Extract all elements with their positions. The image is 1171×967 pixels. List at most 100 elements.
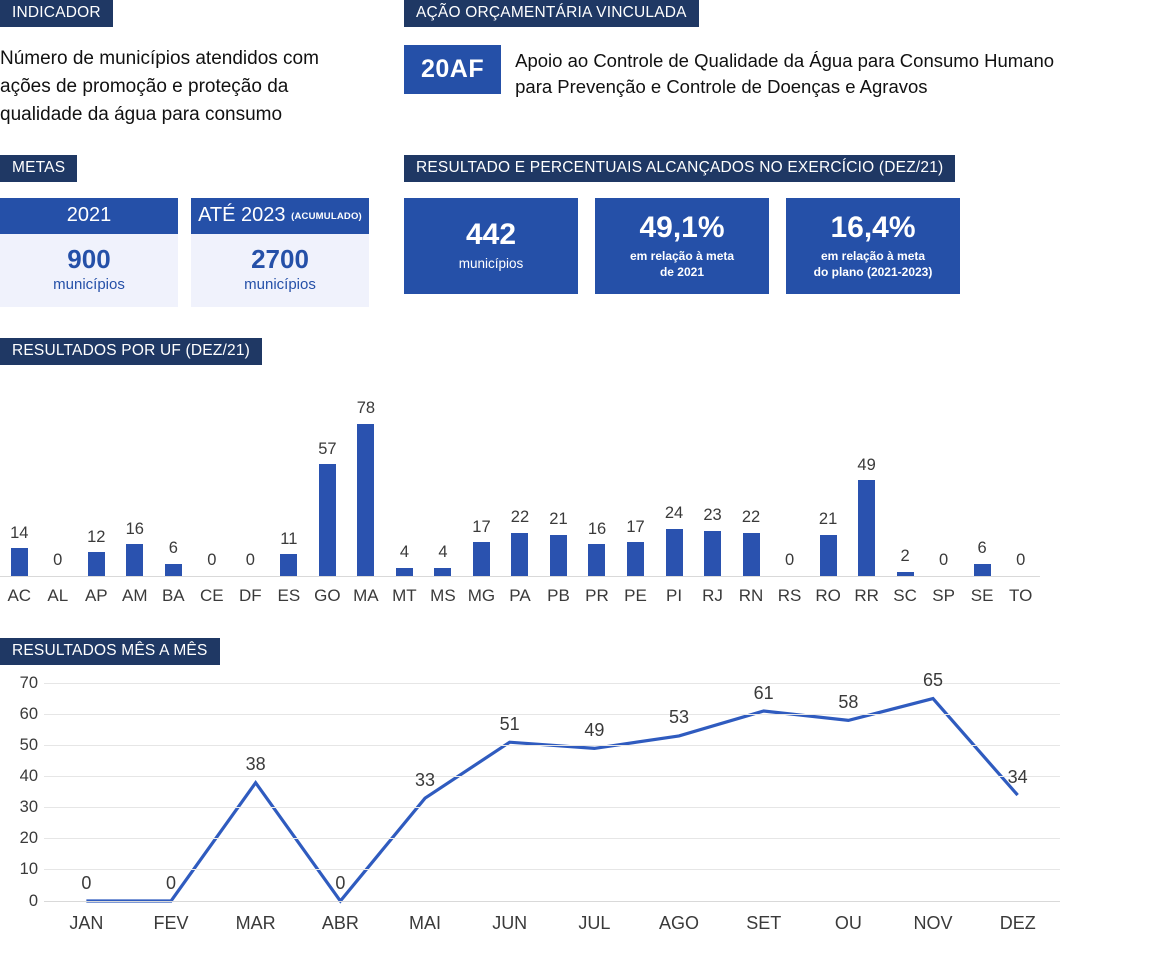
- uf-bar-column: 16: [116, 381, 155, 576]
- uf-bar-tick-label: GO: [314, 585, 341, 605]
- mes-line-svg: [44, 683, 1060, 901]
- mes-y-tick-label: 40: [19, 766, 38, 785]
- uf-bar-value-label: 6: [168, 539, 178, 558]
- mes-point-value-label: 61: [753, 682, 774, 703]
- resultado-caption: em relação à meta do plano (2021-2023): [814, 249, 933, 280]
- uf-bar-rect: [434, 567, 452, 576]
- uf-bar-rect: [395, 567, 413, 576]
- resultado-section-tag: RESULTADO E PERCENTUAIS ALCANÇADOS NO EX…: [404, 155, 956, 182]
- uf-bar-value-label: 21: [549, 510, 568, 529]
- mes-x-tick-label: NOV: [913, 912, 953, 933]
- resultado-caption: municípios: [458, 256, 524, 272]
- mes-gridline: [44, 838, 1060, 840]
- mes-y-axis: 0 10 20 30 40 50 60 70: [0, 674, 38, 908]
- meta-card-2021: 2021 900 municípios: [0, 197, 178, 307]
- uf-bar-column: 78: [347, 381, 386, 576]
- uf-bar-tick-label: SC: [893, 585, 917, 605]
- uf-bar-rect: [896, 571, 914, 576]
- mes-point-value-label: 0: [81, 872, 92, 893]
- meta-card-subtitle: (ACUMULADO): [291, 210, 362, 222]
- mes-gridline: [44, 869, 1060, 871]
- uf-bar-column: 22: [501, 381, 540, 576]
- uf-bar-rect: [742, 532, 760, 576]
- uf-bar-value-label: 57: [318, 439, 337, 458]
- mes-x-tick-label: SET: [746, 912, 782, 933]
- mes-gridline: [44, 900, 1060, 902]
- mes-y-tick-label: 60: [19, 704, 38, 723]
- uf-bar-rect: [627, 542, 644, 576]
- uf-bar-tick-label: RN: [738, 585, 764, 605]
- uf-bar-tick-label: PR: [585, 585, 609, 605]
- meta-card-header: ATÉ 2023 (ACUMULADO): [191, 197, 369, 234]
- mes-gridline: [44, 775, 1060, 777]
- uf-bar-column: 49: [847, 381, 886, 576]
- acao-section-tag: AÇÃO ORÇAMENTÁRIA VINCULADA: [404, 0, 699, 27]
- uf-bar-x-axis: AC AL AP AM BA CE DF ES GO MA MT MS MG PA PB PR PE PI RJ RN…: [0, 577, 1040, 606]
- resultado-card-municipios: 442 municípios: [404, 197, 578, 294]
- resultado-caption: em relação à meta de 2021: [630, 249, 734, 280]
- uf-bar-value-label: 11: [280, 529, 298, 548]
- uf-bar-rect: [318, 464, 336, 576]
- uf-bar-tick-label: MG: [467, 585, 496, 605]
- mes-y-tick-label: 30: [19, 797, 38, 816]
- mes-line-chart: 0 10 20 30 40 50 60 70 0 0 38 0 33 51 49 53 61 58 65 34 JA…: [0, 671, 1060, 938]
- mes-x-tick-label: JUN: [492, 912, 528, 933]
- uf-bar-tick-label: PE: [624, 585, 647, 605]
- uf-bar-column: 16: [578, 381, 617, 576]
- metas-cards: 2021 900 municípios ATÉ 2023 (ACUMULADO)…: [0, 197, 390, 307]
- mes-y-tick-label: 70: [19, 673, 38, 692]
- resultado-value: 49,1%: [639, 211, 725, 245]
- uf-bar-value-label: 12: [87, 527, 106, 546]
- uf-bar-value-label: 0: [784, 551, 795, 569]
- mes-point-value-label: 53: [668, 707, 690, 728]
- acao-body: 20AF Apoio ao Controle de Qualidade da Á…: [404, 44, 1104, 101]
- mes-x-axis: JAN FEV MAR ABR MAI JUN JUL AGO SET OU NOV DEZ: [44, 905, 1060, 934]
- mes-y-tick-label: 10: [19, 860, 38, 879]
- resultado-cards: 442 municípios 49,1% em relação à meta d…: [404, 197, 1104, 294]
- uf-bar-column: 21: [539, 381, 578, 576]
- uf-bar-column: 0: [770, 381, 809, 576]
- uf-bar-tick-label: MA: [353, 585, 379, 605]
- uf-bar-tick-label: AL: [47, 585, 69, 605]
- mes-point-value-label: 49: [584, 719, 605, 740]
- resultado-caption-line1: em relação à meta: [629, 249, 735, 264]
- resultado-value: 442: [465, 218, 517, 252]
- metas-block: METAS 2021 900 municípios ATÉ 2023 (ACUM…: [0, 155, 390, 307]
- resultado-value: 16,4%: [830, 211, 916, 245]
- acao-orcamentaria-block: AÇÃO ORÇAMENTÁRIA VINCULADA 20AF Apoio a…: [404, 0, 1104, 100]
- uf-bar-value-label: 17: [472, 517, 491, 536]
- mes-plot-area: 0 0 38 0 33 51 49 53 61 58 65 34: [44, 671, 1060, 902]
- uf-bar-column: 11: [270, 381, 309, 576]
- resultado-block: RESULTADO E PERCENTUAIS ALCANÇADOS NO EX…: [404, 155, 1104, 294]
- uf-bar-column: 21: [809, 381, 848, 576]
- uf-bar-value-label: 24: [664, 504, 684, 523]
- meta-card-header: 2021: [0, 197, 178, 234]
- uf-bar-column: 0: [231, 381, 270, 576]
- uf-bar-chart: 14 0 12 16 6 0 0 11 57 78 4 4 17 22 21 16 17 24 23 22 0 21 49 2…: [0, 381, 1040, 613]
- uf-bar-value-label: 23: [703, 506, 722, 525]
- uf-bar-rect: [549, 534, 567, 576]
- uf-bar-column: 0: [39, 381, 78, 576]
- uf-bar-value-label: 16: [587, 519, 607, 538]
- uf-bar-rect: [588, 544, 606, 576]
- uf-bar-column: 0: [1001, 381, 1040, 576]
- uf-bar-column: 12: [77, 381, 116, 576]
- uf-bar-value-label: 22: [741, 508, 761, 527]
- mes-y-tick-label: 50: [19, 735, 38, 754]
- meta-unit: municípios: [53, 275, 125, 293]
- uf-bar-value-label: 6: [977, 539, 987, 558]
- uf-bar-rect: [280, 554, 298, 576]
- mes-x-tick-label: OU: [834, 912, 862, 933]
- uf-bar-value-label: 49: [857, 455, 876, 474]
- uf-bar-tick-label: BA: [161, 585, 185, 605]
- resultado-caption-line2: do plano (2021-2023): [813, 264, 933, 279]
- uf-bar-column: 24: [655, 381, 694, 576]
- uf-bar-tick-label: RS: [777, 585, 802, 605]
- mes-point-value-label: 0: [165, 872, 177, 893]
- meta-card-ate-2023: ATÉ 2023 (ACUMULADO) 2700 municípios: [191, 197, 369, 307]
- uf-bar-rect: [472, 542, 490, 576]
- resultados-por-uf-block: RESULTADOS POR UF (DEZ/21) 14 0 12 16 6 0 0 11 5…: [0, 338, 1171, 613]
- uf-bar-value-label: 0: [1016, 551, 1026, 569]
- resultados-mes-a-mes-block: RESULTADOS MÊS A MÊS 0 10 20 30 40 50 60 70 0 0 3…: [0, 638, 1171, 938]
- uf-bar-tick-label: TO: [1009, 585, 1033, 605]
